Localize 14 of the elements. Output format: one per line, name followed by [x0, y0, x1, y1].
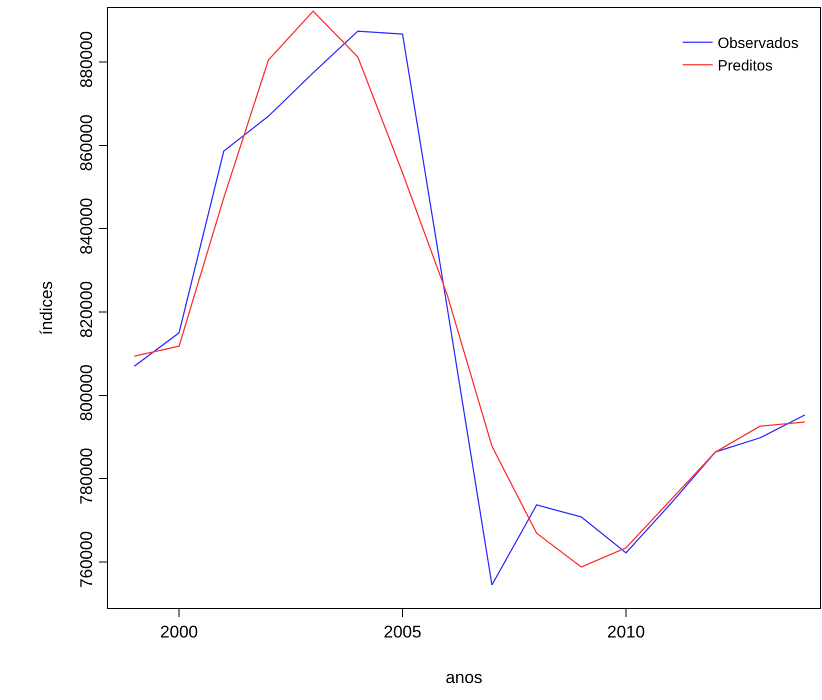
- x-axis-title: anos: [446, 668, 482, 687]
- y-tick-label: 880000: [77, 31, 96, 88]
- y-tick-label: 780000: [77, 448, 96, 504]
- y-tick-label: 760000: [77, 531, 96, 588]
- x-tick-label: 2000: [160, 622, 198, 642]
- y-tick-label: 840000: [77, 198, 96, 254]
- x-tick-label: 2005: [384, 622, 422, 642]
- legend-label: Observados: [718, 35, 798, 52]
- legend-label: Preditos: [718, 58, 773, 75]
- y-tick-label: 820000: [77, 281, 96, 338]
- y-tick-label: 860000: [77, 114, 96, 172]
- y-tick-label: 800000: [77, 364, 96, 422]
- y-axis-title: índices: [36, 281, 56, 335]
- x-tick-label: 2010: [607, 622, 645, 642]
